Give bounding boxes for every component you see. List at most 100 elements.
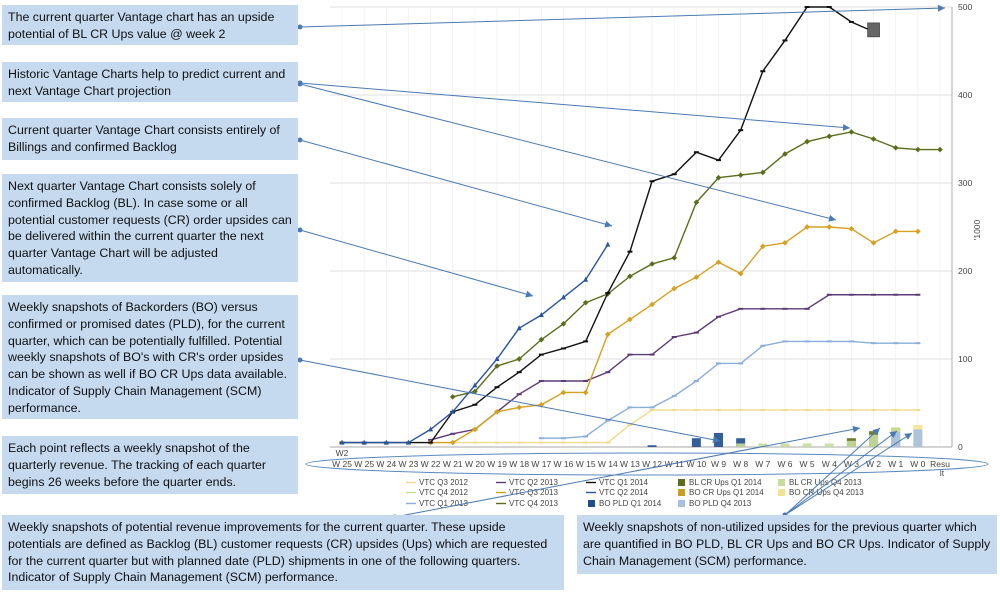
chart-grid xyxy=(330,6,953,448)
bar-bl-cr-ups-q4-2013 xyxy=(869,434,879,447)
annotation-arrow xyxy=(394,427,861,518)
x-tick-label: W 7 xyxy=(755,459,770,469)
annotation-non-utilized-upsides: Weekly snapshots of non-utilized upsides… xyxy=(577,515,997,574)
x-tick-label: W 4 xyxy=(822,459,837,469)
point-vtc-q3-2013 xyxy=(516,404,523,411)
legend-swatch-bl-cr-ups-q4-2013 xyxy=(778,479,785,486)
x-tick-label: W 25 xyxy=(354,459,374,469)
point-vtc-q2-2014 xyxy=(339,439,345,445)
y-tick-label: 400 xyxy=(958,90,972,100)
point-vtc-q2-2014 xyxy=(361,439,367,445)
point-vtc-q4-2013 xyxy=(649,261,655,267)
x-tick-label: W 15 xyxy=(576,459,596,469)
point-vtc-q3-2013 xyxy=(693,274,700,280)
point-vtc-q2-2014 xyxy=(583,276,589,282)
legend-label-vtc-q1-2013: VTC Q1 2013 xyxy=(419,499,468,508)
point-vtc-q4-2013 xyxy=(759,169,766,176)
point-vtc-q3-2013 xyxy=(782,240,788,246)
x-tick-label: W 13 xyxy=(620,459,640,469)
annotation-arrow-head xyxy=(852,425,860,433)
series-line-vtc-q1-2013 xyxy=(541,340,918,439)
x-tick-label: W 18 xyxy=(509,459,529,469)
annotation-arrow xyxy=(299,83,837,221)
point-vtc-q3-2013 xyxy=(870,240,877,246)
annotation-arrow xyxy=(299,7,946,28)
x-tick-label: W 9 xyxy=(711,459,726,469)
annotation-arrow-head xyxy=(712,436,720,444)
annotation-weekly-snapshot: Each point reflects a weekly snapshot of… xyxy=(2,436,298,494)
point-vtc-q4-2013 xyxy=(937,146,943,153)
point-vtc-q4-2013 xyxy=(737,172,744,178)
y-tick-label: 300 xyxy=(958,178,972,188)
y-tick-label: 0 xyxy=(958,442,963,452)
point-vtc-q3-2013 xyxy=(892,228,899,235)
point-vtc-q3-2013 xyxy=(848,225,855,232)
current-point-marker xyxy=(867,22,880,38)
annotation-current-quarter: Current quarter Vantage Chart consists e… xyxy=(2,118,298,160)
bar-bo-pld-q1-2014 xyxy=(691,438,701,447)
x-tick-label: W 10 xyxy=(686,459,706,469)
point-vtc-q4-2013 xyxy=(516,356,523,362)
x-tick-label: W 16 xyxy=(554,459,574,469)
bar-bl-cr-ups-q4-2013 xyxy=(824,443,834,447)
point-vtc-q2-2014 xyxy=(560,294,566,300)
y-axis-label: '1000 xyxy=(972,219,982,240)
x-tick-label: W 5 xyxy=(800,459,815,469)
point-vtc-q4-2013 xyxy=(693,199,700,206)
point-vtc-q4-2013 xyxy=(494,363,500,369)
x-tick-label: W 2 xyxy=(866,459,881,469)
annotation-arrow-head xyxy=(872,428,880,436)
annotation-arrow xyxy=(299,82,851,129)
annotation-arrow xyxy=(299,139,613,227)
bar-bl-cr-ups-q4-2013 xyxy=(780,443,790,447)
point-vtc-q3-2013 xyxy=(494,408,500,415)
x-tick-label: W 24 xyxy=(376,459,396,469)
point-vtc-q4-2013 xyxy=(782,151,788,157)
bar-bo-pld-q4-2013 xyxy=(913,429,923,447)
legend-label-bo-pld-q1-2014: BO PLD Q1 2014 xyxy=(599,499,662,508)
point-vtc-q4-2013 xyxy=(582,299,589,306)
annotation-arrow-head xyxy=(842,123,850,131)
point-vtc-q3-2013 xyxy=(560,389,567,396)
annotation-arrow-head xyxy=(904,433,912,440)
point-vtc-q3-2013 xyxy=(804,224,810,230)
point-vtc-q3-2013 xyxy=(737,270,744,277)
point-vtc-q4-2013 xyxy=(826,133,833,140)
x-tick-label-cont: lt xyxy=(940,468,945,478)
legend-swatch-bl-cr-ups-q1-2014 xyxy=(678,479,685,486)
point-vtc-q4-2013 xyxy=(715,174,722,181)
annotation-upside-potential: The current quarter Vantage chart has an… xyxy=(2,5,298,45)
chart-legend: VTC Q3 2012 VTC Q2 2013 VTC Q1 2014 BL CR U… xyxy=(406,478,864,508)
y-axis: 0 100 200 300 400 500 xyxy=(958,2,972,452)
point-vtc-q3-2013 xyxy=(826,224,833,230)
legend-swatch-bo-cr-ups-q4-2013 xyxy=(778,489,785,496)
annotation-revenue-improvements: Weekly snapshots of potential revenue im… xyxy=(2,515,564,590)
annotation-arrow-head xyxy=(828,214,836,222)
legend-swatch-bo-cr-ups-q1-2014 xyxy=(678,489,685,496)
point-vtc-q3-2013 xyxy=(915,228,921,235)
annotation-arrow-origin xyxy=(297,24,303,30)
y-tick-label: 500 xyxy=(958,2,972,12)
bar-bo-pld-q1-2014 xyxy=(647,445,657,447)
legend-label-bl-cr-ups-q4-2013: BL CR Ups Q4 2013 xyxy=(789,478,862,487)
x-tick-label: W 20 xyxy=(465,459,485,469)
point-vtc-q4-2013 xyxy=(449,394,456,400)
annotation-arrow xyxy=(299,229,534,297)
annotation-arrow xyxy=(784,432,913,516)
x-tick-label: W 22 xyxy=(421,459,441,469)
point-vtc-q2-2014 xyxy=(405,439,411,445)
y-tick-label: 200 xyxy=(958,266,972,276)
x-axis-highlight-ellipse xyxy=(305,452,989,476)
point-vtc-q3-2013 xyxy=(671,285,678,292)
legend-label-bo-cr-ups-q1-2014: BO CR Ups Q1 2014 xyxy=(689,488,764,497)
x-tick-label: W 21 xyxy=(443,459,463,469)
point-vtc-q4-2013 xyxy=(560,320,567,327)
x-tick-label: W 8 xyxy=(733,459,748,469)
annotation-arrows xyxy=(297,4,946,520)
bar-bl-cr-ups-q4-2013 xyxy=(736,443,746,447)
x-tick-label: W 3 xyxy=(844,459,859,469)
point-vtc-q2-2014 xyxy=(538,312,544,317)
annotation-arrow-origin xyxy=(297,81,303,87)
x-tick-label: W 19 xyxy=(487,459,507,469)
bar-bl-cr-ups-q4-2013 xyxy=(758,443,768,447)
